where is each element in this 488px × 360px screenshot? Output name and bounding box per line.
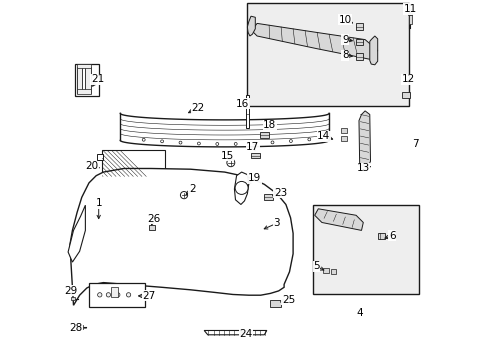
Text: 24: 24 xyxy=(239,329,252,339)
Polygon shape xyxy=(204,330,266,335)
Text: 20: 20 xyxy=(85,161,98,171)
Bar xyxy=(245,95,249,128)
Bar xyxy=(247,3,408,106)
Text: 28: 28 xyxy=(69,323,82,333)
Circle shape xyxy=(180,192,187,199)
Text: 25: 25 xyxy=(281,294,294,305)
Circle shape xyxy=(115,293,120,297)
Text: 17: 17 xyxy=(245,142,259,152)
Bar xyxy=(312,205,418,294)
Text: 5: 5 xyxy=(312,261,319,271)
Text: 11: 11 xyxy=(403,4,416,14)
Text: 29: 29 xyxy=(64,286,78,296)
Bar xyxy=(407,13,411,15)
Bar xyxy=(75,64,99,96)
Text: 3: 3 xyxy=(273,218,280,228)
Bar xyxy=(377,233,384,239)
Text: 19: 19 xyxy=(247,173,261,183)
Text: 23: 23 xyxy=(273,188,286,198)
Text: 13: 13 xyxy=(356,163,369,174)
Bar xyxy=(355,39,362,45)
Polygon shape xyxy=(70,168,292,305)
Bar xyxy=(408,15,411,24)
Text: 1: 1 xyxy=(95,198,102,208)
Polygon shape xyxy=(234,172,248,204)
Text: 4: 4 xyxy=(356,308,362,318)
Text: 14: 14 xyxy=(316,131,330,141)
Polygon shape xyxy=(314,209,363,230)
Bar xyxy=(340,128,346,133)
Text: 16: 16 xyxy=(236,99,249,109)
Bar xyxy=(77,89,91,94)
Bar xyxy=(85,67,91,93)
Polygon shape xyxy=(251,23,377,59)
Text: 9: 9 xyxy=(341,35,348,45)
Polygon shape xyxy=(110,287,118,297)
Bar xyxy=(77,67,82,93)
Bar xyxy=(71,297,75,300)
Text: 4: 4 xyxy=(356,308,362,318)
Polygon shape xyxy=(358,111,370,171)
Bar xyxy=(270,300,281,307)
Bar xyxy=(401,92,409,98)
Text: 27: 27 xyxy=(142,291,155,301)
Text: 26: 26 xyxy=(147,214,160,224)
Text: 10: 10 xyxy=(338,15,351,25)
Bar xyxy=(355,53,362,60)
Circle shape xyxy=(235,181,247,194)
Text: 8: 8 xyxy=(341,50,348,60)
Bar xyxy=(340,136,346,141)
Bar xyxy=(322,268,328,273)
Bar xyxy=(355,23,362,30)
Bar xyxy=(79,325,83,329)
Polygon shape xyxy=(369,36,377,65)
Text: 15: 15 xyxy=(220,150,233,161)
Circle shape xyxy=(226,159,234,167)
Circle shape xyxy=(126,293,130,297)
Bar xyxy=(264,194,272,200)
Bar xyxy=(89,283,144,307)
Text: 12: 12 xyxy=(401,74,414,84)
Text: 2: 2 xyxy=(188,184,195,194)
Text: 6: 6 xyxy=(388,231,395,241)
Text: 7: 7 xyxy=(411,139,418,149)
Bar xyxy=(148,225,155,230)
Polygon shape xyxy=(247,16,255,36)
Bar xyxy=(102,150,165,176)
Text: 21: 21 xyxy=(91,74,104,84)
Polygon shape xyxy=(97,154,103,160)
Bar xyxy=(260,132,268,138)
Text: 18: 18 xyxy=(263,120,276,130)
Circle shape xyxy=(106,293,110,297)
Circle shape xyxy=(98,293,102,297)
Bar xyxy=(77,64,91,68)
Polygon shape xyxy=(68,205,85,262)
Text: 7: 7 xyxy=(411,139,418,149)
Text: 22: 22 xyxy=(191,103,204,113)
Bar xyxy=(330,269,335,274)
Bar xyxy=(250,153,259,158)
